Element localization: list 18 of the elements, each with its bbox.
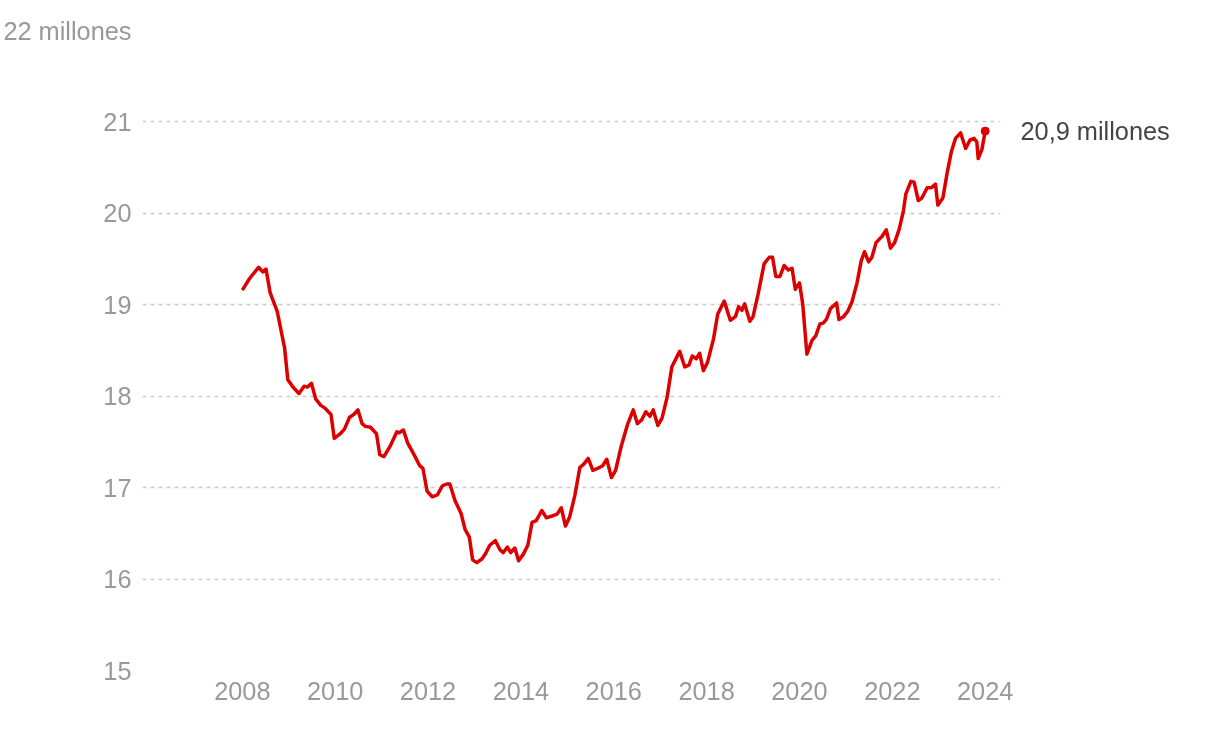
x-tick-label: 2014 <box>492 676 550 705</box>
y-tick-label: 22 millones <box>3 16 132 45</box>
y-tick-label: 17 <box>103 473 132 502</box>
x-tick-label: 2010 <box>307 676 364 705</box>
y-tick-label: 20 <box>103 199 132 228</box>
x-tick-label: 2012 <box>399 676 457 705</box>
y-tick-label: 21 <box>103 107 132 136</box>
x-tick-label: 2022 <box>864 676 921 705</box>
x-tick-label: 2024 <box>957 676 1014 705</box>
annotation: 20,9 millones <box>1020 117 1170 146</box>
x-tick-label: 2008 <box>214 676 271 705</box>
y-tick-label: 15 <box>103 656 132 685</box>
x-tick-label: 2018 <box>678 676 735 705</box>
x-tick-label: 2020 <box>771 676 828 705</box>
y-tick-label: 16 <box>103 565 132 594</box>
y-tick-label: 18 <box>103 382 132 411</box>
x-tick-label: 2016 <box>585 676 642 705</box>
y-tick-label: 19 <box>103 290 132 319</box>
